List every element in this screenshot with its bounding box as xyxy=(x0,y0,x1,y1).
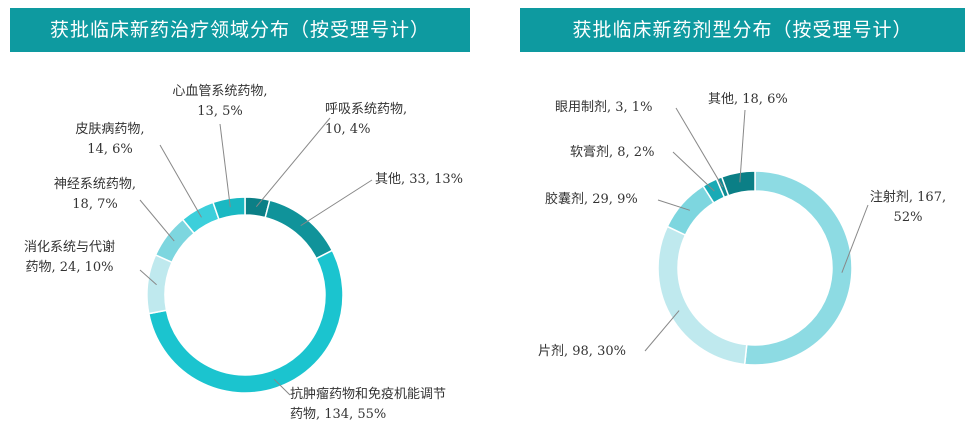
data-label: 胶囊剂, 29, 9% xyxy=(545,192,638,207)
donut-segment xyxy=(147,249,344,394)
leader-line xyxy=(739,109,746,183)
data-label: 皮肤病药物, 14, 6% xyxy=(75,122,145,157)
data-label: 抗肿瘤药物和免疫机能调节药物, 134, 55% xyxy=(290,387,447,422)
leader-line xyxy=(672,151,715,192)
donut-segment xyxy=(666,184,715,237)
leader-line xyxy=(219,123,231,208)
data-label: 呼吸系统药物, 10, 4% xyxy=(325,102,408,137)
leader-line xyxy=(841,204,869,273)
leader-line xyxy=(255,117,331,208)
data-label: 其他, 33, 13% xyxy=(375,172,463,187)
donut-segment xyxy=(743,170,853,366)
donut-segment xyxy=(264,199,334,260)
leader-line xyxy=(675,107,724,188)
donut-segment xyxy=(212,196,246,221)
data-label: 其他, 18, 6% xyxy=(708,92,788,107)
leader-line xyxy=(273,378,291,396)
data-label: 眼用制剂, 3, 1% xyxy=(555,100,653,115)
leader-line xyxy=(644,310,680,352)
chart-title: 获批临床新药剂型分布（按受理号计） xyxy=(520,8,965,52)
data-label: 软膏剂, 8, 2% xyxy=(570,145,655,160)
donut-segment xyxy=(146,253,173,315)
data-label: 注射剂, 167, 52% xyxy=(869,190,947,225)
leader-line xyxy=(159,144,202,218)
chart-title: 获批临床新药治疗领域分布（按受理号计） xyxy=(10,8,470,52)
donut-segment xyxy=(657,225,748,366)
data-label: 消化系统与代谢药物, 24, 10% xyxy=(23,240,115,275)
leader-line xyxy=(300,179,373,227)
leader-line xyxy=(657,199,691,211)
data-label: 心血管系统药物, 13, 5% xyxy=(172,84,268,119)
leader-line xyxy=(139,269,157,286)
data-label: 神经系统药物, 18, 7% xyxy=(53,177,137,212)
donut-segment xyxy=(720,170,756,197)
leader-line xyxy=(139,199,175,242)
data-label: 片剂, 98, 30% xyxy=(538,344,626,359)
